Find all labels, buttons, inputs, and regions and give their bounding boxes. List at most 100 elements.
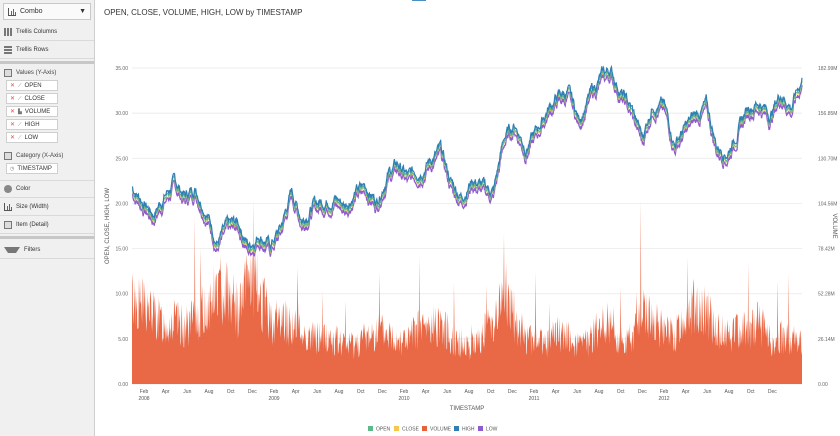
values-list: ✕ ⟋ OPEN ✕ ⟋ CLOSE ✕ ▙ VOLUME ✕ ⟋ HIGH ✕ ⟋ LOW xyxy=(0,80,94,143)
legend-swatch-open[interactable] xyxy=(368,426,373,431)
x-tick-label: Aug xyxy=(465,389,474,395)
legend-swatch-low[interactable] xyxy=(478,426,483,431)
legend-swatch-close[interactable] xyxy=(394,426,399,431)
size-label: Size (Width) xyxy=(16,203,49,210)
color-label: Color xyxy=(16,186,31,192)
chart-type-dropdown[interactable]: Combo ▼ xyxy=(3,3,91,20)
y2-axis-title: VOLUME xyxy=(831,213,837,238)
y2-tick-label: 182.99M xyxy=(818,66,837,72)
x-tick-label: Jun xyxy=(443,389,451,395)
x-year-label: 2012 xyxy=(658,396,669,402)
remove-icon[interactable]: ✕ xyxy=(10,122,16,128)
filter-icon xyxy=(4,246,20,253)
chart-area: OPEN, CLOSE, VOLUME, HIGH, LOW by TIMEST… xyxy=(96,0,840,436)
filters-label: Filters xyxy=(24,246,41,253)
value-pill-label: OPEN xyxy=(24,82,42,89)
x-tick-label: Dec xyxy=(638,389,647,395)
low-line[interactable] xyxy=(131,71,803,257)
value-pill-volume[interactable]: ✕ ▙ VOLUME xyxy=(6,106,58,117)
category-pill[interactable]: ◷ TIMESTAMP xyxy=(6,163,58,174)
y-tick-label: 35.00 xyxy=(115,66,128,72)
combo-chart[interactable]: 0.00 5.00 10.00 15.00 20.00 25.00 30.00 35.00 0.… xyxy=(96,0,840,436)
x-tick-label: Jun xyxy=(313,389,321,395)
x-tick-label: Apr xyxy=(422,389,430,395)
value-pill-low[interactable]: ✕ ⟋ LOW xyxy=(6,132,58,143)
x-tick-label: Aug xyxy=(335,389,344,395)
rows-icon xyxy=(4,45,12,54)
y2-tick-label: 130.70M xyxy=(818,156,837,162)
trellis-columns-label: Trellis Columns xyxy=(16,28,58,35)
columns-icon xyxy=(4,27,12,36)
x-tick-label: Dec xyxy=(768,389,777,395)
x-tick-label: Oct xyxy=(357,389,365,395)
divider xyxy=(0,61,94,64)
x-year-label: 2009 xyxy=(268,396,279,402)
trellis-columns-drop[interactable]: Trellis Columns xyxy=(0,23,94,41)
legend-swatch-volume[interactable] xyxy=(422,426,427,431)
y-tick-label: 15.00 xyxy=(115,247,128,253)
x-tick-label: Jun xyxy=(573,389,581,395)
x-tick-label: Dec xyxy=(508,389,517,395)
item-drop[interactable]: Item (Detail) xyxy=(0,216,94,234)
values-header-label: Values (Y-Axis) xyxy=(16,70,57,76)
x-year-label: 2010 xyxy=(398,396,409,402)
value-pill-close[interactable]: ✕ ⟋ CLOSE xyxy=(6,93,58,104)
area-chart-icon: ▙ xyxy=(18,108,22,115)
top-marker xyxy=(412,0,426,3)
remove-icon[interactable]: ✕ xyxy=(10,109,16,115)
x-tick-label: Oct xyxy=(617,389,625,395)
y-tick-label: 30.00 xyxy=(115,111,128,117)
category-icon xyxy=(4,152,12,160)
high-line[interactable] xyxy=(131,64,803,250)
y-tick-label: 10.00 xyxy=(115,292,128,298)
filters-drop[interactable]: Filters xyxy=(0,241,94,259)
x-tick-label: Apr xyxy=(162,389,170,395)
legend-label: CLOSE xyxy=(402,427,420,433)
chart-title: OPEN, CLOSE, VOLUME, HIGH, LOW by TIMEST… xyxy=(104,8,303,17)
x-axis-title: TIMESTAMP xyxy=(450,406,485,412)
legend-label: HIGH xyxy=(462,427,475,433)
clock-icon: ◷ xyxy=(10,165,15,172)
line-chart-icon: ⟋ xyxy=(18,82,22,89)
trellis-rows-drop[interactable]: Trellis Rows xyxy=(0,41,94,59)
line-chart-icon: ⟋ xyxy=(18,121,22,128)
y-tick-label: 5.00 xyxy=(118,337,128,343)
value-pill-label: LOW xyxy=(24,134,39,141)
y-axis-title: OPEN, CLOSE, HIGH, LOW xyxy=(105,188,111,264)
x-tick-label: Feb xyxy=(140,389,149,395)
palette-icon xyxy=(4,185,12,193)
legend-swatch-high[interactable] xyxy=(454,426,459,431)
chevron-down-icon[interactable]: ▼ xyxy=(79,8,86,15)
x-tick-label: Aug xyxy=(595,389,604,395)
value-pill-high[interactable]: ✕ ⟋ HIGH xyxy=(6,119,58,130)
y2-tick-label: 52.28M xyxy=(818,292,835,298)
remove-icon[interactable]: ✕ xyxy=(10,96,16,102)
remove-icon[interactable]: ✕ xyxy=(10,135,16,141)
line-chart-icon: ⟋ xyxy=(18,95,22,102)
value-pill-open[interactable]: ✕ ⟋ OPEN xyxy=(6,80,58,91)
x-tick-label: Apr xyxy=(292,389,300,395)
remove-icon[interactable]: ✕ xyxy=(10,83,16,89)
y2-tick-label: 78.42M xyxy=(818,247,835,253)
x-tick-label: Feb xyxy=(530,389,539,395)
x-tick-label: Feb xyxy=(270,389,279,395)
x-tick-label: Aug xyxy=(205,389,214,395)
x-tick-label: Oct xyxy=(747,389,755,395)
item-icon xyxy=(4,220,12,229)
y-tick-label: 20.00 xyxy=(115,201,128,207)
size-bars-icon xyxy=(4,202,12,211)
x-tick-label: Dec xyxy=(378,389,387,395)
volume-area[interactable] xyxy=(132,199,802,384)
y-tick-label: 0.00 xyxy=(118,382,128,388)
combo-chart-icon xyxy=(8,7,16,16)
color-drop[interactable]: Color xyxy=(0,180,94,198)
values-header: Values (Y-Axis) xyxy=(0,66,94,79)
x-tick-label: Dec xyxy=(248,389,257,395)
size-drop[interactable]: Size (Width) xyxy=(0,198,94,216)
x-year-label: 2008 xyxy=(138,396,149,402)
category-header: Category (X-Axis) xyxy=(0,149,94,162)
y2-tick-label: 156.85M xyxy=(818,111,837,117)
x-year-label: 2011 xyxy=(529,396,540,402)
legend-label: LOW xyxy=(486,427,498,433)
y-tick-label: 25.00 xyxy=(115,156,128,162)
